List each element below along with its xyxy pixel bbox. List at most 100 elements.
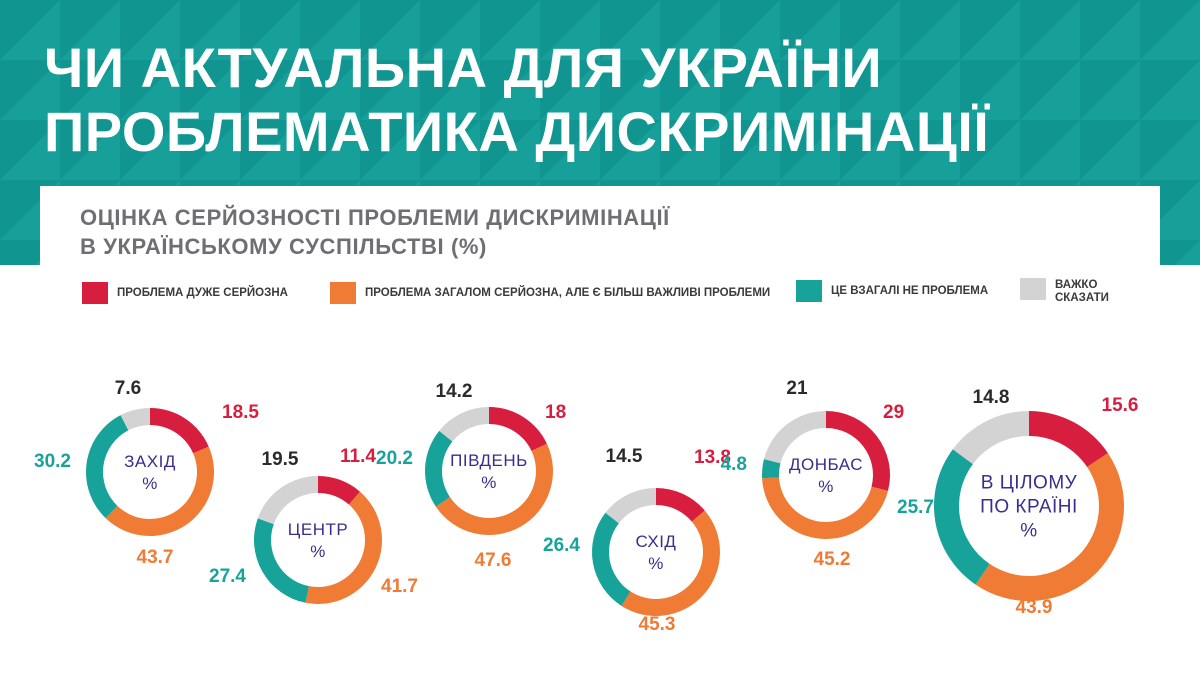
header-triangle bbox=[0, 120, 60, 180]
legend-item-generally-serious: ПРОБЛЕМА ЗАГАЛОМ СЕРЙОЗНА, АЛЕ Є БІЛЬШ В… bbox=[330, 282, 770, 304]
header-triangle bbox=[720, 120, 780, 180]
header-triangle bbox=[480, 120, 540, 180]
header-triangle bbox=[960, 0, 1020, 60]
donut-segment-very-serious bbox=[489, 407, 547, 451]
header-triangle bbox=[720, 60, 780, 120]
donut-segment-not-a-problem bbox=[254, 518, 309, 603]
donut-segment-generally-serious bbox=[975, 453, 1124, 601]
legend-label: ВАЖКО СКАЗАТИ bbox=[1055, 279, 1109, 304]
donut-segment-not-a-problem bbox=[592, 512, 631, 606]
donut-4: 13.8 45.3 26.4 14.5 СХІД% bbox=[543, 446, 731, 635]
header-triangle bbox=[420, 120, 480, 180]
center-unit-label: % bbox=[1020, 521, 1037, 542]
header-triangle bbox=[1080, 60, 1140, 120]
header-triangle bbox=[120, 0, 180, 60]
center-region-label: ЦЕНТР bbox=[288, 520, 348, 539]
header-triangle bbox=[600, 0, 660, 60]
subtitle-line-1: ОЦІНКА СЕРЙОЗНОСТІ ПРОБЛЕМИ ДИСКРИМІНАЦІ… bbox=[80, 205, 670, 230]
center-region-label: В ЦІЛОМУ bbox=[981, 473, 1078, 494]
donut-5: 29 45.2 4.8 21 ДОНБАС% bbox=[721, 378, 905, 570]
header-triangle bbox=[420, 60, 480, 120]
legend-swatch bbox=[1020, 278, 1046, 300]
value-label-very-serious: 11.4 bbox=[340, 446, 376, 467]
subtitle-line-2: В УКРАЇНСЬКОМУ СУСПІЛЬСТВІ (%) bbox=[80, 234, 487, 259]
header-triangle bbox=[0, 60, 60, 120]
header-triangle bbox=[360, 120, 420, 180]
title-line-2: ПРОБЛЕМАТИКА ДИСКРИМІНАЦІЇ bbox=[44, 100, 990, 163]
header-triangle bbox=[300, 120, 360, 180]
header-triangle bbox=[240, 0, 300, 60]
donut-segment-hard-to-say bbox=[257, 476, 318, 525]
value-label-very-serious: 18 bbox=[545, 402, 566, 423]
header-triangle bbox=[840, 120, 900, 180]
center-unit-label: % bbox=[142, 474, 158, 493]
donut-segment-not-a-problem bbox=[934, 449, 990, 585]
donut-segment-generally-serious bbox=[621, 510, 720, 616]
legend-item-not-a-problem: ЦЕ ВЗАГАЛІ НЕ ПРОБЛЕМА bbox=[796, 280, 988, 302]
header-triangle bbox=[1140, 0, 1200, 60]
center-region-label: ПО КРАЇНІ bbox=[980, 497, 1078, 518]
donut-segment-hard-to-say bbox=[120, 408, 150, 431]
donut-3: 18 47.6 20.2 14.2 ПІВДЕНЬ% bbox=[376, 381, 566, 571]
legend-label: ПРОБЛЕМА ЗАГАЛОМ СЕРЙОЗНА, АЛЕ Є БІЛЬШ В… bbox=[365, 287, 771, 299]
value-label-not-a-problem: 30.2 bbox=[34, 451, 71, 472]
header-triangle bbox=[420, 0, 480, 60]
donut-segment-generally-serious bbox=[435, 443, 554, 536]
center-region-label: ПІВДЕНЬ bbox=[450, 451, 528, 470]
header-triangle bbox=[60, 0, 120, 60]
header-triangle bbox=[300, 60, 360, 120]
header-triangle bbox=[0, 0, 60, 60]
header-triangle bbox=[780, 0, 840, 60]
header-triangle bbox=[360, 0, 420, 60]
header-triangle bbox=[960, 60, 1020, 120]
center-unit-label: % bbox=[310, 542, 326, 561]
value-label-hard-to-say: 14.2 bbox=[436, 381, 473, 402]
header-triangle bbox=[1140, 60, 1200, 120]
header-triangle bbox=[840, 0, 900, 60]
legend-item-hard-to-say: ВАЖКО СКАЗАТИ bbox=[1020, 278, 1109, 305]
value-label-very-serious: 13.8 bbox=[694, 447, 731, 468]
header-triangle bbox=[360, 60, 420, 120]
value-label-generally-serious: 45.2 bbox=[814, 549, 851, 570]
header-triangle bbox=[1020, 60, 1080, 120]
value-label-hard-to-say: 14.8 bbox=[973, 387, 1010, 408]
donut-segment-very-serious bbox=[150, 408, 209, 454]
header-triangle bbox=[780, 60, 840, 120]
value-label-not-a-problem: 27.4 bbox=[209, 566, 246, 587]
value-label-generally-serious: 41.7 bbox=[381, 576, 418, 597]
header-triangle bbox=[660, 60, 720, 120]
value-label-hard-to-say: 19.5 bbox=[262, 449, 299, 470]
donut-segment-very-serious bbox=[656, 488, 705, 522]
header-triangle bbox=[120, 60, 180, 120]
donut-segment-not-a-problem bbox=[762, 459, 781, 479]
header-triangle bbox=[60, 120, 120, 180]
header-triangle bbox=[180, 0, 240, 60]
value-label-not-a-problem: 26.4 bbox=[543, 535, 580, 556]
header-triangle bbox=[900, 0, 960, 60]
value-label-generally-serious: 43.9 bbox=[1016, 597, 1053, 618]
donut-segment-generally-serious bbox=[105, 446, 214, 536]
header-triangle bbox=[480, 60, 540, 120]
center-unit-label: % bbox=[481, 473, 497, 492]
header-triangle bbox=[180, 120, 240, 180]
header-triangle bbox=[780, 120, 840, 180]
donut-segment-hard-to-say bbox=[952, 411, 1029, 465]
header-triangle bbox=[120, 120, 180, 180]
donut-segment-generally-serious bbox=[305, 491, 382, 604]
header-triangle bbox=[180, 60, 240, 120]
header-triangle bbox=[240, 60, 300, 120]
header-triangle bbox=[1080, 120, 1140, 180]
value-label-generally-serious: 47.6 bbox=[475, 550, 512, 571]
chart-subtitle: ОЦІНКА СЕРЙОЗНОСТІ ПРОБЛЕМИ ДИСКРИМІНАЦІ… bbox=[80, 203, 670, 261]
page-title: ЧИ АКТУАЛЬНА ДЛЯ УКРАЇНИ ПРОБЛЕМАТИКА ДИ… bbox=[44, 36, 989, 164]
donut-segment-hard-to-say bbox=[605, 488, 656, 524]
center-unit-label: % bbox=[818, 477, 834, 496]
header-triangle bbox=[1020, 0, 1080, 60]
header-triangle bbox=[300, 0, 360, 60]
header-triangle bbox=[900, 60, 960, 120]
header-triangle bbox=[660, 0, 720, 60]
donut-segment-generally-serious bbox=[762, 477, 888, 540]
value-label-not-a-problem: 20.2 bbox=[376, 448, 413, 469]
legend-swatch bbox=[330, 282, 356, 304]
